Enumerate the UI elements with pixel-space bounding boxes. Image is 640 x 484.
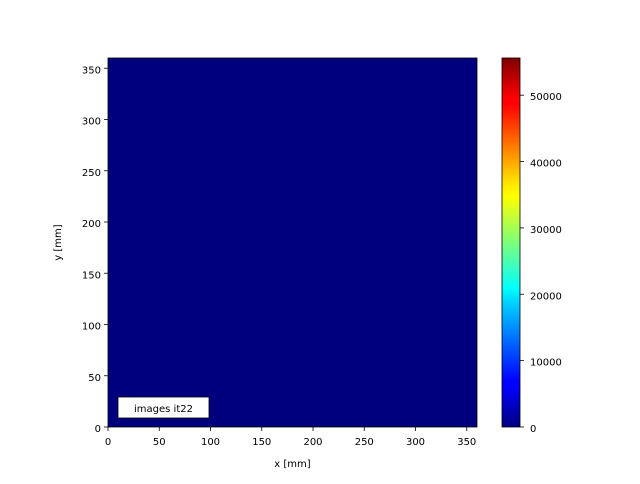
colorbar-tick-label: 30000 [530, 225, 562, 236]
colorbar-tick-label: 10000 [530, 358, 562, 369]
x-tick-label: 50 [153, 437, 166, 448]
y-tick-label: 100 [82, 322, 101, 333]
annotation-text: images it22 [134, 404, 193, 415]
y-axis-label: y [mm] [53, 224, 64, 260]
x-tick-label: 0 [105, 437, 111, 448]
x-tick-label: 200 [303, 437, 322, 448]
plot-frame [107, 57, 478, 428]
y-tick-label: 350 [82, 65, 101, 76]
colorbar-tick-label: 20000 [530, 291, 562, 302]
y-tick-label: 0 [95, 424, 101, 435]
annotation-box: images it22 [117, 396, 210, 419]
x-tick-label: 350 [457, 437, 476, 448]
colorbar [501, 57, 521, 428]
x-axis-label: x [mm] [274, 459, 310, 470]
y-tick-label: 300 [82, 117, 101, 128]
x-tick-label: 150 [252, 437, 271, 448]
y-tick-label: 50 [88, 373, 101, 384]
y-tick-label: 250 [82, 168, 101, 179]
colorbar-tick-label: 0 [530, 424, 536, 435]
heatmap-image [108, 58, 477, 427]
colorbar-tick-label: 50000 [530, 92, 562, 103]
x-tick-label: 250 [355, 437, 374, 448]
colorbar-tick-label: 40000 [530, 159, 562, 170]
y-tick-label: 200 [82, 219, 101, 230]
y-tick-label: 150 [82, 270, 101, 281]
x-tick-label: 300 [406, 437, 425, 448]
x-tick-label: 100 [201, 437, 220, 448]
